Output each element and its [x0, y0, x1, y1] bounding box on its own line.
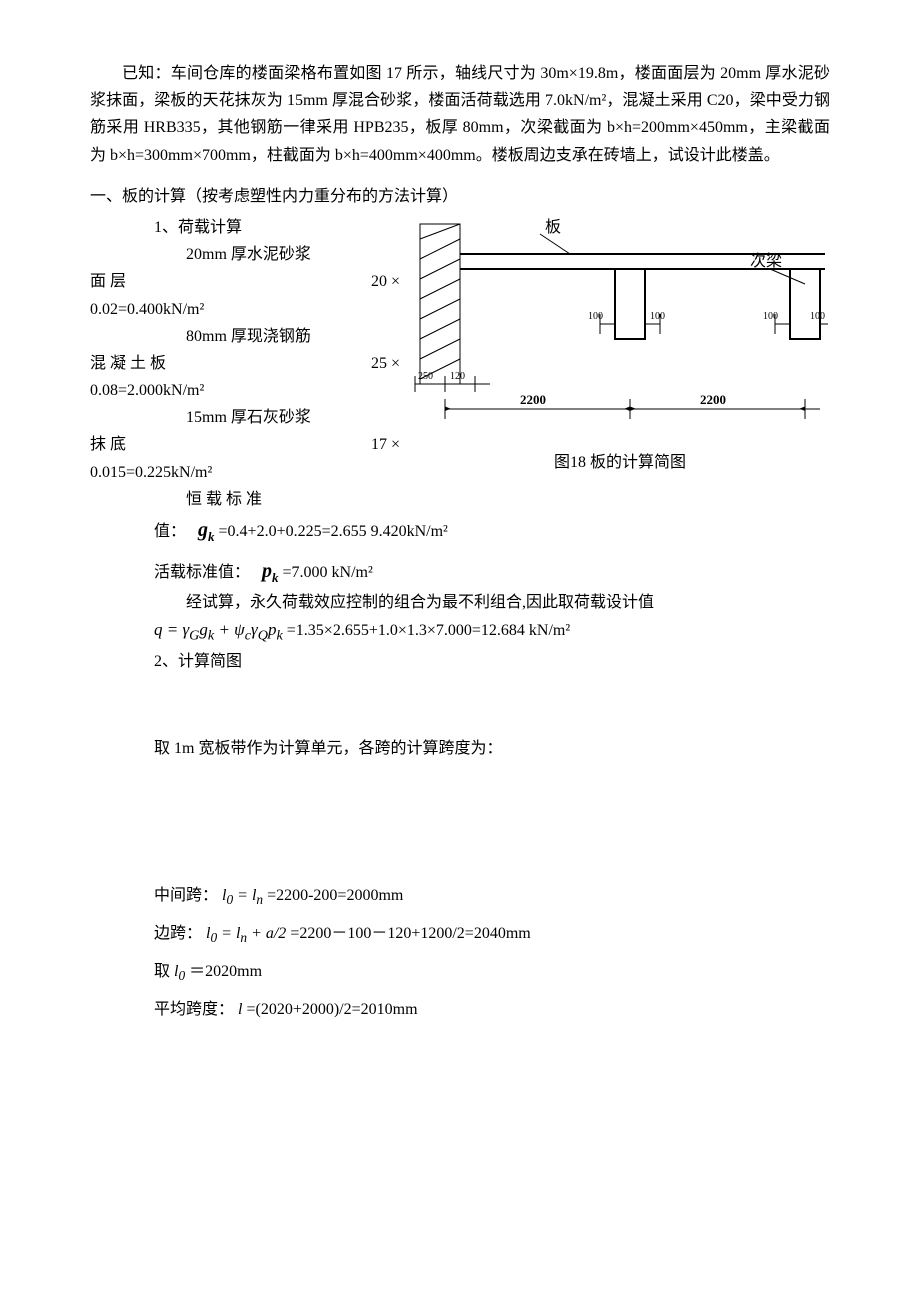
gk-line: 值： gk =0.4+2.0+0.225=2.655 9.420kN/m² — [154, 513, 830, 548]
sub2-title: 2、计算简图 — [154, 648, 830, 675]
avg-label: 平均跨度： — [154, 1001, 234, 1018]
svg-text:100: 100 — [650, 311, 665, 322]
q-formula: q = γGgk + ψcγQpk =1.35×2.655+1.0×1.3×7.… — [154, 616, 830, 647]
edge-sym: l0 = ln + a/2 — [206, 925, 286, 942]
intro-paragraph: 已知：车间仓库的楼面梁格布置如图 17 所示，轴线尺寸为 30m×19.8m，楼… — [90, 60, 830, 169]
pk-symbol: pk — [262, 560, 279, 582]
svg-text:120: 120 — [450, 371, 465, 382]
l4: 恒 载 标 准 — [90, 486, 830, 513]
l2b-r: 25 × — [371, 350, 400, 377]
slab-diagram-svg: 板 次梁 100 100 100 100 — [410, 214, 830, 434]
take-label: 取 — [154, 963, 170, 980]
edge-span: 边跨： l0 = ln + a/2 =2200－100－120+1200/2=2… — [154, 920, 830, 950]
figure-caption: 图18 板的计算简图 — [410, 449, 830, 476]
svg-text:250: 250 — [418, 371, 433, 382]
mid-sym: l0 = ln — [222, 887, 263, 904]
take-sym: l0 — [174, 963, 185, 980]
edge-val: =2200－100－120+1200/2=2040mm — [290, 925, 530, 942]
section1-title: 一、板的计算（按考虑塑性内力重分布的方法计算） — [90, 183, 830, 210]
edge-label: 边跨： — [154, 925, 202, 942]
gk-label: 值： — [154, 523, 186, 540]
pk-line: 活载标准值： pk =7.000 kN/m² — [154, 554, 830, 589]
trial-line: 经试算，永久荷载效应控制的组合为最不利组合,因此取荷载设计值 — [90, 589, 830, 616]
figure-18: 板 次梁 100 100 100 100 — [410, 214, 830, 476]
mid-label: 中间跨： — [154, 887, 218, 904]
load-calc-block: 板 次梁 100 100 100 100 — [90, 214, 830, 513]
avg-line: 平均跨度： l =(2020+2000)/2=2010mm — [154, 996, 830, 1023]
l1b-l: 面 层 — [90, 268, 126, 295]
unit-strip: 取 1m 宽板带作为计算单元，各跨的计算跨度为： — [154, 735, 830, 762]
pk-val: =7.000 kN/m² — [283, 564, 373, 581]
gk-symbol: gk — [198, 519, 215, 541]
mid-span: 中间跨： l0 = ln =2200-200=2000mm — [154, 882, 830, 912]
avg-val: =(2020+2000)/2=2010mm — [246, 1001, 417, 1018]
svg-text:100: 100 — [810, 311, 825, 322]
q-rhs: =1.35×2.655+1.0×1.3×7.000=12.684 kN/m² — [287, 622, 570, 639]
svg-text:2200: 2200 — [520, 392, 546, 407]
mid-val: =2200-200=2000mm — [267, 887, 403, 904]
svg-text:100: 100 — [588, 311, 603, 322]
l2b-l: 混 凝 土 板 — [90, 350, 166, 377]
l3b-r: 17 × — [371, 431, 400, 458]
take-line: 取 l0 ＝2020mm — [154, 958, 830, 988]
l1b-r: 20 × — [371, 268, 400, 295]
avg-sym: l — [238, 1001, 242, 1018]
q-lhs: q = γGgk + ψcγQpk — [154, 620, 283, 639]
label-ban: 板 — [545, 218, 561, 236]
take-val: ＝2020mm — [189, 963, 262, 980]
l3b-l: 抹 底 — [90, 431, 126, 458]
label-ciliang: 次梁 — [750, 252, 782, 270]
gk-val: =0.4+2.0+0.225=2.655 9.420kN/m² — [219, 523, 448, 540]
pk-label: 活载标准值： — [154, 564, 250, 581]
svg-text:2200: 2200 — [700, 392, 726, 407]
svg-text:100: 100 — [763, 311, 778, 322]
